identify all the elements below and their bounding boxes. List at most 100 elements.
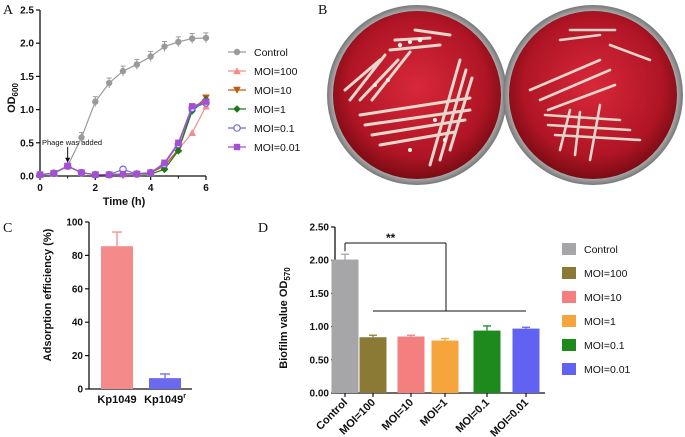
biofilm-bar-3 (431, 340, 459, 393)
phage-added-annotation: Phage was added (42, 138, 102, 147)
adsorption-y-tick-label: 60 (72, 284, 84, 295)
growth-legend-marker-5 (233, 143, 241, 151)
adsorption-category-name: Kp1049 (97, 394, 136, 406)
growth-legend-label-1: MOI=100 (254, 66, 298, 78)
biofilm-legend-swatch-4 (562, 339, 576, 351)
growth-curve-chart: 0.0 0.5 1.0 1.5 2.0 2.5 0 2 4 6 Control MOI=100 MOI… (6, 6, 301, 209)
growth-y-tick-label: 1.5 (20, 72, 34, 83)
panel-label-c: C (3, 221, 12, 236)
growth-x-tick-label: 0 (37, 183, 43, 194)
biofilm-bar-5 (512, 328, 540, 393)
growth-point-5-0 (36, 171, 44, 178)
growth-legend-marker-2 (233, 86, 241, 94)
growth-point-5-7 (133, 170, 141, 178)
adsorption-y-tick-label: 100 (66, 218, 83, 229)
growth-point-5-10 (175, 139, 182, 146)
growth-legend-marker-1 (233, 67, 241, 75)
biofilm-legend-swatch-2 (562, 291, 576, 303)
growth-x-axis-label: Time (h) (103, 196, 146, 208)
growth-legend-marker-0 (233, 48, 241, 56)
adsorption-y-axis-label: Adsorption efficiency (%) (42, 228, 54, 361)
growth-point-5-12 (202, 98, 210, 105)
growth-point-5-5 (105, 171, 113, 178)
growth-y-tick-label: 2.5 (20, 6, 34, 17)
growth-y-label-main: OD (6, 96, 18, 113)
growth-legend-label-4: MOI=0.1 (254, 123, 295, 135)
panel-label-b: B (318, 3, 327, 18)
growth-legend-label-5: MOI=0.01 (254, 142, 301, 154)
growth-point-5-6 (119, 170, 127, 178)
growth-legend: Control MOI=100 MOI=10 MOI=1 MOI=0.1 MOI=0.01 (228, 47, 301, 154)
adsorption-y-tick-label: 0 (77, 385, 83, 396)
biofilm-legend: Control MOI=100 MOI=10 MOI=1 MOI=0.1 MOI=0.01 (562, 243, 631, 376)
growth-point-5-8 (147, 169, 154, 176)
growth-point-5-4 (92, 171, 99, 178)
adsorption-category-label-1: Kp1049r (144, 393, 186, 406)
biofilm-bar-4 (473, 330, 501, 393)
biofilm-legend-label-0: Control (584, 244, 618, 256)
growth-series-line-0 (39, 37, 207, 176)
adsorption-y-tick-label: 80 (72, 251, 84, 262)
adsorption-bars: Kp1049 Kp1049r (97, 231, 186, 406)
growth-y-label-sub: 600 (11, 83, 20, 97)
biofilm-legend-label-3: MOI=1 (584, 316, 616, 328)
adsorption-category-sup: r (183, 393, 186, 400)
growth-point-5-2 (64, 162, 71, 170)
phage-added-arrowhead (65, 157, 71, 163)
biofilm-legend-label-4: MOI=0.1 (584, 340, 625, 352)
adsorption-bar-0 (101, 246, 133, 389)
growth-y-tick-label: 1.0 (20, 105, 34, 116)
growth-point-5-11 (188, 103, 196, 110)
growth-x-tick-label: 6 (203, 183, 209, 194)
growth-x-tick-label: 4 (148, 183, 154, 194)
panel-label-d: D (258, 221, 268, 236)
biofilm-legend-swatch-5 (562, 363, 576, 375)
significance-marker: ** (386, 231, 396, 245)
biofilm-y-tick-label: 0.50 (310, 355, 330, 366)
biofilm-chart: 0.00 0.50 1.00 1.50 2.00 2.50 Control MOI=100 M… (278, 223, 631, 437)
biofilm-bar-0 (331, 259, 359, 393)
biofilm-y-axis-label: Biofilm value OD570 (278, 267, 292, 369)
agar-plate-left (327, 5, 507, 185)
biofilm-bar-1 (359, 337, 387, 393)
growth-y-tick-label: 2.0 (20, 39, 34, 50)
biofilm-y-label-main: Biofilm value OD (278, 281, 290, 369)
growth-y-tick-label: 0.5 (20, 138, 34, 149)
growth-point-3-9 (160, 165, 169, 174)
biofilm-legend-swatch-1 (562, 267, 576, 279)
growth-axes: 0.0 0.5 1.0 1.5 2.0 2.5 0 2 4 6 (20, 6, 209, 195)
growth-legend-label-2: MOI=10 (254, 85, 292, 97)
growth-legend-label-3: MOI=1 (254, 104, 286, 116)
biofilm-legend-label-1: MOI=100 (584, 268, 628, 280)
growth-point-1-11 (188, 129, 196, 137)
biofilm-y-tick-label: 2.00 (310, 256, 330, 267)
agar-plate-photos (327, 5, 685, 187)
biofilm-y-tick-label: 1.50 (310, 289, 330, 300)
growth-x-tick-label: 2 (93, 183, 99, 194)
growth-y-tick-label: 0.0 (20, 172, 34, 183)
biofilm-legend-swatch-3 (562, 315, 576, 327)
growth-legend-label-0: Control (254, 47, 288, 59)
adsorption-category-name: Kp1049 (144, 394, 183, 406)
biofilm-y-tick-label: 0.00 (310, 389, 330, 400)
biofilm-y-tick-label: 1.00 (310, 322, 330, 333)
biofilm-legend-label-2: MOI=10 (584, 292, 622, 304)
adsorption-y-tick-label: 20 (72, 351, 84, 362)
growth-point-3-10 (174, 146, 183, 155)
biofilm-legend-label-5: MOI=0.01 (584, 364, 631, 376)
growth-legend-marker-3 (233, 105, 241, 113)
biofilm-category-label-3: MOI=1 (418, 397, 450, 429)
growth-series (36, 32, 210, 179)
growth-point-5-9 (161, 159, 168, 166)
agar-plate-right (503, 5, 683, 185)
growth-point-5-1 (50, 170, 58, 177)
adsorption-y-tick-label: 40 (72, 318, 84, 329)
biofilm-legend-swatch-0 (562, 243, 576, 255)
growth-legend-marker-4 (233, 124, 241, 132)
adsorption-bar-1 (149, 378, 181, 389)
growth-y-axis-label: OD600 (6, 83, 20, 113)
growth-point-5-3 (78, 169, 85, 176)
